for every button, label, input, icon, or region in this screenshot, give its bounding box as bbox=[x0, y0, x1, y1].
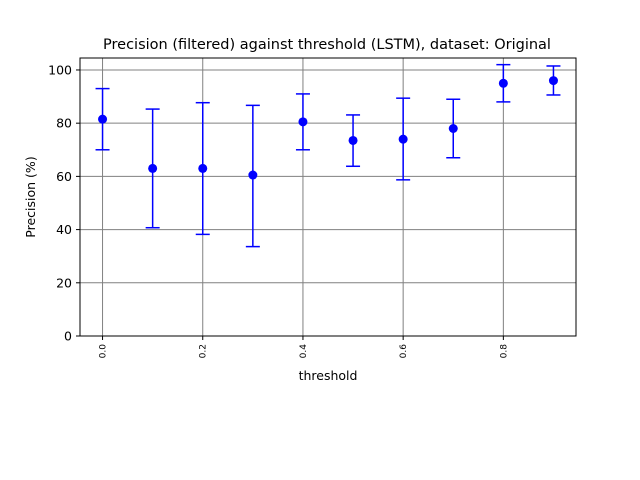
data-points bbox=[98, 76, 558, 180]
data-point bbox=[298, 117, 308, 127]
data-point bbox=[348, 135, 358, 145]
y-axis-label: Precision (%) bbox=[23, 156, 38, 237]
x-tick-label: 0.2 bbox=[199, 344, 209, 358]
x-tick-label: 0.6 bbox=[399, 344, 409, 359]
axes-frame bbox=[79, 57, 577, 337]
x-tick-label: 0.8 bbox=[499, 344, 509, 359]
y-axis-ticks: 0 20 40 60 80 100 bbox=[48, 62, 80, 344]
x-tick-label: 0.0 bbox=[99, 344, 109, 359]
x-tick-label: 0.4 bbox=[299, 344, 309, 359]
y-tick-label: 40 bbox=[56, 222, 72, 237]
data-point bbox=[448, 123, 458, 133]
x-axis-label: threshold bbox=[299, 368, 358, 383]
y-tick-label: 0 bbox=[64, 329, 72, 344]
data-point bbox=[398, 134, 408, 144]
data-point bbox=[248, 170, 258, 180]
y-tick-label: 100 bbox=[48, 62, 72, 77]
y-tick-label: 60 bbox=[56, 169, 72, 184]
data-point bbox=[498, 78, 508, 88]
data-point bbox=[548, 76, 558, 86]
y-tick-label: 20 bbox=[56, 275, 72, 290]
data-point bbox=[98, 114, 108, 124]
x-axis-ticks: 0.0 0.2 0.4 0.6 0.8 bbox=[99, 336, 509, 359]
data-point bbox=[148, 163, 158, 173]
y-tick-label: 80 bbox=[56, 116, 72, 131]
chart-title: Precision (filtered) against threshold (… bbox=[103, 37, 551, 53]
data-point bbox=[198, 163, 208, 173]
